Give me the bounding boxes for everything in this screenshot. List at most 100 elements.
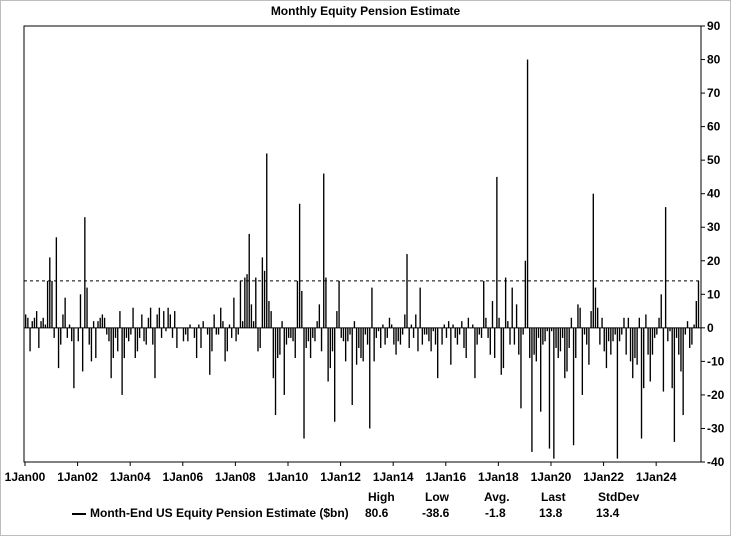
- bar: [472, 324, 474, 328]
- bar: [664, 207, 667, 328]
- bar: [287, 327, 290, 338]
- y-tick-label: -40: [707, 455, 725, 469]
- bar: [375, 327, 378, 338]
- bar: [434, 327, 437, 345]
- bar: [103, 317, 106, 328]
- bar: [29, 327, 31, 352]
- bar: [290, 327, 292, 338]
- bar: [49, 257, 51, 328]
- bar: [353, 321, 356, 328]
- bar: [66, 327, 68, 338]
- bar: [500, 327, 502, 375]
- bar: [531, 327, 533, 452]
- bar: [656, 327, 658, 335]
- bar: [171, 327, 174, 338]
- bar: [64, 297, 66, 328]
- stat-header-high: High: [368, 490, 395, 504]
- bar: [647, 327, 649, 355]
- bar: [301, 290, 303, 328]
- stat-value-avg: -1.8: [485, 506, 506, 520]
- x-tick-label: 1Jan20: [531, 470, 572, 484]
- y-tick-label: 50: [707, 153, 721, 167]
- bar: [360, 327, 362, 359]
- bar: [259, 327, 261, 348]
- x-tick-label: 1Jan14: [373, 470, 414, 484]
- bar: [279, 327, 281, 355]
- bar: [60, 327, 62, 345]
- bar: [198, 324, 200, 328]
- bar: [680, 327, 682, 372]
- bar: [520, 327, 522, 409]
- bar: [382, 324, 384, 328]
- bar: [309, 327, 312, 359]
- bar: [610, 327, 612, 355]
- bar: [231, 327, 233, 338]
- bar: [634, 327, 636, 359]
- bar: [408, 327, 410, 348]
- bar: [327, 327, 329, 382]
- y-tick-label: 60: [707, 120, 721, 134]
- y-axis: 90 80 70 60 50 40 30 20 10 0 -10 -20 -30 -40: [701, 19, 725, 469]
- bar: [182, 327, 185, 342]
- bar: [447, 321, 450, 328]
- bar: [222, 321, 224, 328]
- x-tick-label: 1Jan04: [110, 470, 151, 484]
- bar: [386, 327, 388, 338]
- bar: [695, 301, 697, 328]
- bar: [252, 321, 255, 328]
- bar: [215, 327, 218, 335]
- bar: [184, 327, 187, 335]
- bar: [483, 280, 485, 328]
- bar: [432, 327, 434, 332]
- bar: [561, 327, 564, 338]
- bar: [612, 327, 614, 342]
- x-tick-label: 1Jan16: [425, 470, 466, 484]
- bar: [509, 327, 511, 345]
- bar: [233, 297, 235, 328]
- bar: [535, 327, 537, 362]
- bar: [154, 327, 156, 379]
- bar: [388, 317, 391, 328]
- bar: [220, 307, 222, 328]
- bar: [564, 327, 566, 379]
- bar: [331, 327, 334, 352]
- bar: [658, 317, 660, 328]
- stat-value-last: 13.8: [539, 506, 563, 520]
- bar: [355, 327, 358, 365]
- bar: [362, 327, 364, 362]
- x-axis: 1Jan00 1Jan02 1Jan04 1Jan06 1Jan08 1Jan10 1Jan…: [5, 462, 677, 484]
- bar: [575, 327, 577, 359]
- bar: [384, 327, 386, 345]
- bar: [209, 327, 211, 375]
- bar: [653, 327, 656, 338]
- bar: [81, 327, 84, 372]
- bar: [228, 324, 231, 328]
- bar: [588, 327, 590, 365]
- bar: [693, 324, 695, 328]
- y-tick-label: 20: [707, 254, 721, 268]
- bar: [68, 324, 71, 328]
- bar: [35, 311, 38, 328]
- bar: [342, 327, 345, 342]
- bar: [189, 324, 191, 328]
- bar: [632, 327, 634, 379]
- x-tick-label: 1Jan24: [636, 470, 677, 484]
- bar: [423, 327, 426, 335]
- bar: [640, 327, 643, 439]
- bar: [671, 327, 673, 389]
- bar: [397, 327, 399, 342]
- bar: [176, 327, 178, 348]
- bar: [305, 327, 307, 348]
- bar: [526, 59, 529, 328]
- bar: [504, 277, 507, 328]
- bar: [217, 327, 220, 335]
- bar: [673, 327, 676, 442]
- bar: [123, 327, 125, 359]
- bar: [678, 327, 680, 355]
- bar: [542, 327, 544, 345]
- bar: [537, 327, 540, 338]
- bar: [38, 327, 40, 348]
- bar: [579, 307, 581, 328]
- y-tick-label: -20: [707, 388, 725, 402]
- bar: [165, 327, 167, 332]
